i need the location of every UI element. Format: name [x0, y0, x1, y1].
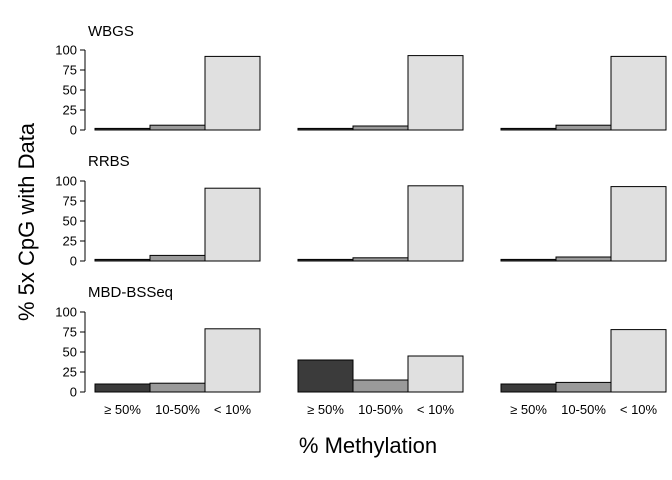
- bar: [500, 127, 557, 131]
- panel-grid: WBGS 0 25 50 75 100 RRBS 0 25 50 75 100 MBD-BSSeq 0 25…: [55, 23, 667, 417]
- bar: [610, 186, 667, 262]
- bar: [407, 355, 464, 393]
- x-tick-label: ≥ 50%: [510, 402, 547, 417]
- x-tick-label: < 10%: [214, 402, 252, 417]
- bar: [352, 125, 409, 131]
- bar: [204, 55, 261, 131]
- panel: [94, 187, 261, 262]
- bar: [500, 383, 557, 393]
- x-tick-label: ≥ 50%: [104, 402, 141, 417]
- bar: [94, 383, 151, 393]
- x-tick-label: < 10%: [417, 402, 455, 417]
- panel: [297, 185, 464, 262]
- y-tick-label: 100: [55, 174, 77, 189]
- bar: [297, 359, 354, 393]
- x-tick-label: < 10%: [620, 402, 658, 417]
- bar: [407, 185, 464, 262]
- y-tick-label: 25: [63, 103, 77, 118]
- facet-title: RRBS: [88, 153, 130, 170]
- bar: [500, 258, 557, 262]
- y-tick-label: 50: [63, 83, 77, 98]
- y-tick-label: 50: [63, 345, 77, 360]
- bar: [297, 127, 354, 131]
- panel: [297, 55, 464, 131]
- y-tick-label: 0: [70, 123, 77, 138]
- panel: ≥ 50% 10-50% < 10%: [94, 328, 261, 417]
- bar: [149, 382, 206, 393]
- facet-row-0: WBGS 0 25 50 75 100: [55, 23, 667, 138]
- y-tick-label: 25: [63, 365, 77, 380]
- bar: [555, 256, 612, 262]
- y-tick-label: 100: [55, 43, 77, 58]
- bar: [555, 381, 612, 393]
- bar: [149, 254, 206, 262]
- bar: [352, 379, 409, 393]
- y-tick-label: 0: [70, 385, 77, 400]
- x-tick-label: 10-50%: [561, 402, 606, 417]
- facet-title: MBD-BSSeq: [88, 284, 173, 301]
- bar: [204, 187, 261, 262]
- facet-row-1: RRBS 0 25 50 75 100: [55, 153, 667, 269]
- y-tick-label: 75: [63, 63, 77, 78]
- bar: [94, 127, 151, 131]
- x-tick-label: 10-50%: [155, 402, 200, 417]
- panel: ≥ 50% 10-50% < 10%: [297, 355, 464, 417]
- bar: [352, 257, 409, 262]
- facet-title: WBGS: [88, 23, 134, 40]
- x-tick-label: ≥ 50%: [307, 402, 344, 417]
- bar: [149, 124, 206, 131]
- panel: ≥ 50% 10-50% < 10%: [500, 329, 667, 417]
- y-tick-label: 100: [55, 305, 77, 320]
- bar: [297, 258, 354, 262]
- panel: [500, 186, 667, 262]
- y-tick-label: 75: [63, 194, 77, 209]
- bar: [555, 124, 612, 131]
- y-tick-label: 50: [63, 214, 77, 229]
- y-tick-label: 75: [63, 325, 77, 340]
- bar: [610, 329, 667, 393]
- panel: [94, 55, 261, 131]
- bar: [407, 55, 464, 131]
- y-axis-title: % 5x CpG with Data: [14, 122, 39, 321]
- y-tick-label: 0: [70, 254, 77, 269]
- panel: [500, 55, 667, 131]
- y-tick-label: 25: [63, 234, 77, 249]
- bar: [610, 55, 667, 131]
- x-tick-label: 10-50%: [358, 402, 403, 417]
- bar: [94, 258, 151, 262]
- bar: [204, 328, 261, 393]
- x-axis-title: % Methylation: [299, 433, 437, 458]
